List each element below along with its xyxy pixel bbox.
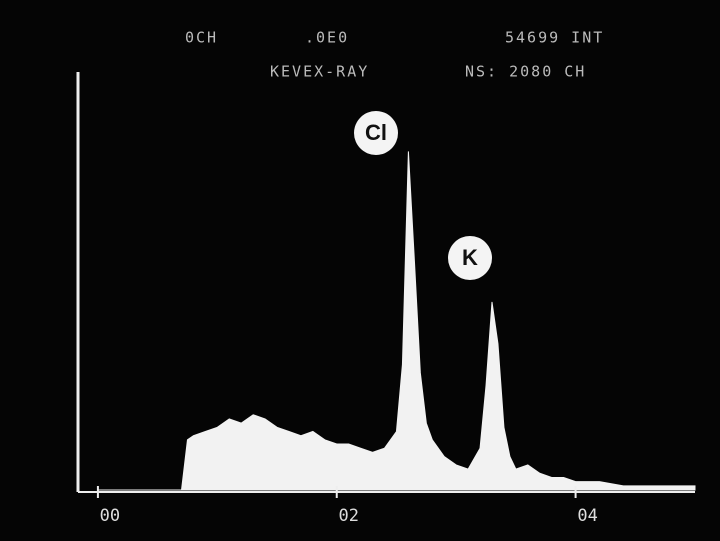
annotation: Cl <box>365 120 387 145</box>
annotation-badge <box>448 236 492 280</box>
annotation: K <box>462 245 478 270</box>
header-text: 0CH <box>185 29 218 47</box>
annotation-badge <box>354 111 398 155</box>
x-tick-label: 04 <box>577 506 597 526</box>
header-text: .0E0 <box>305 29 349 47</box>
header-text: 54699 INT <box>505 29 604 47</box>
header-text: NS: 2080 CH <box>465 63 586 81</box>
x-tick-label: 00 <box>100 506 120 526</box>
spectrum-area <box>97 151 696 491</box>
header-text: KEVEX-RAY <box>270 63 369 81</box>
x-tick-label: 02 <box>339 506 359 526</box>
